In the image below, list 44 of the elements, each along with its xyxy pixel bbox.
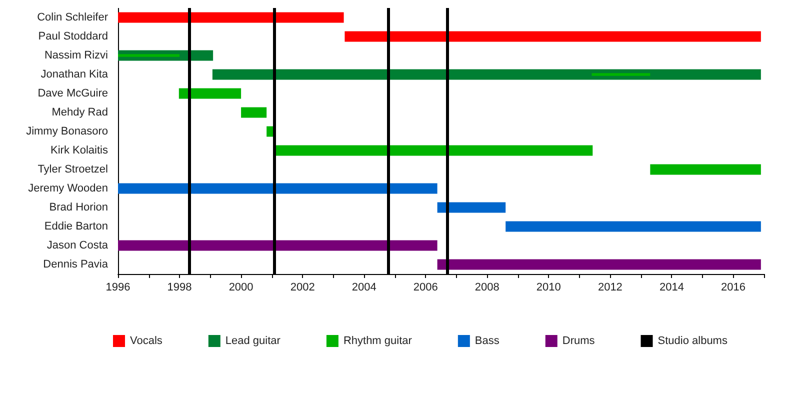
y-tick-label: Brad Horion — [49, 202, 108, 214]
x-tick-label: 2014 — [659, 282, 684, 294]
legend-label: Bass — [474, 335, 500, 347]
x-tick-label: 2012 — [598, 282, 622, 294]
bar — [118, 12, 344, 23]
x-tick-label: 2016 — [720, 282, 746, 294]
legend-label: Drums — [562, 335, 596, 347]
bar — [118, 54, 180, 57]
y-tick-label: Colin Schleifer — [37, 12, 108, 24]
y-tick-label: Jonathan Kita — [40, 68, 109, 80]
y-tick-label: Dave McGuire — [38, 88, 108, 100]
y-tick-label: Paul Stoddard — [38, 30, 108, 42]
x-tick-label: 1998 — [167, 282, 192, 294]
bar — [118, 240, 438, 251]
legend-label: Vocals — [130, 335, 163, 347]
bar — [241, 107, 267, 118]
bar — [592, 73, 650, 76]
y-tick-label: Jimmy Bonasoro — [26, 126, 108, 138]
y-tick-label: Kirk Kolaitis — [50, 144, 108, 156]
y-tick-label: Mehdy Rad — [52, 106, 108, 118]
bar — [506, 221, 761, 232]
y-tick-label: Jason Costa — [46, 240, 109, 252]
x-tick-label: 2008 — [474, 282, 500, 294]
y-tick-label: Jeremy Wooden — [28, 182, 108, 194]
x-tick-label: 2000 — [228, 282, 254, 294]
bar — [344, 31, 761, 42]
x-tick-label: 2002 — [290, 282, 315, 294]
bar — [118, 183, 438, 194]
bar — [178, 88, 242, 99]
x-tick-label: 1996 — [106, 282, 130, 294]
y-tick-label: Eddie Barton — [44, 220, 108, 232]
x-tick-label: 2004 — [352, 282, 376, 294]
y-tick-label: Tyler Stroetzel — [38, 164, 108, 176]
y-tick-label: Dennis Pavia — [43, 258, 109, 270]
x-tick-label: 2006 — [413, 282, 438, 294]
legend-label: Rhythm guitar — [343, 335, 412, 347]
y-tick-label: Nassim Rizvi — [44, 50, 108, 62]
bar — [650, 164, 761, 175]
bar — [437, 259, 761, 270]
bar — [212, 69, 761, 80]
legend-label: Lead guitar — [225, 335, 281, 347]
legend-label: Studio albums — [658, 335, 728, 347]
bar — [437, 202, 506, 213]
x-tick-label: 2010 — [536, 282, 561, 294]
